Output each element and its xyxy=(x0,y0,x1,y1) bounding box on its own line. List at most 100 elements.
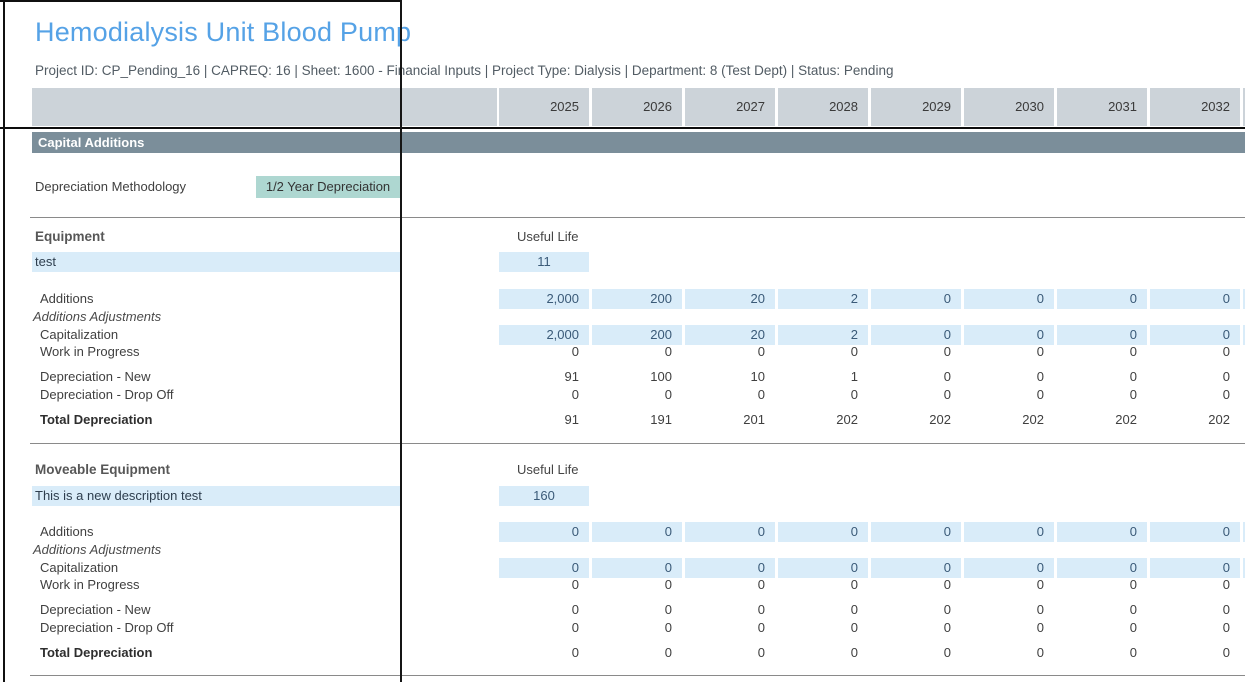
depreciation-new-value-cell: 0 xyxy=(1129,369,1137,384)
depreciation-methodology-row: Depreciation Methodology 1/2 Year Deprec… xyxy=(0,176,1245,198)
capitalization-value-cell[interactable]: 0 xyxy=(685,558,775,578)
depreciation-dropoff-value-cell: 0 xyxy=(943,620,951,635)
year-column-header: 2027 xyxy=(685,88,775,126)
work-in-progress-value-cell: 0 xyxy=(571,577,579,592)
additions-row: Additions 2,000 200 20 2 0 0 0 0 xyxy=(0,289,1245,309)
depreciation-dropoff-row: Depreciation - Drop Off 0 0 0 0 0 0 0 0 xyxy=(0,619,1245,637)
additions-value-cell[interactable]: 0 xyxy=(685,522,775,542)
year-column-header: 2031 xyxy=(1057,88,1147,126)
capitalization-value-cell[interactable]: 2 xyxy=(778,325,868,345)
capitalization-row: Capitalization 2,000 200 20 2 0 0 0 0 xyxy=(0,325,1245,345)
useful-life-label: Useful Life xyxy=(517,462,579,477)
row-label-additions-adjustments: Additions Adjustments xyxy=(33,542,162,557)
capitalization-value-cell[interactable]: 2,000 xyxy=(499,325,589,345)
total-depreciation-value-cell: 0 xyxy=(757,645,765,660)
additions-value-cell[interactable]: 0 xyxy=(592,522,682,542)
total-depreciation-value-cell: 91 xyxy=(564,412,579,427)
total-depreciation-value-cell: 0 xyxy=(664,645,672,660)
additions-value-cell[interactable]: 2,000 xyxy=(499,289,589,309)
depreciation-dropoff-value-cell: 0 xyxy=(850,387,858,402)
year-column-header: 2030 xyxy=(964,88,1054,126)
capitalization-values: 2,000 200 20 2 0 0 0 0 xyxy=(499,325,1245,345)
capitalization-value-cell[interactable]: 0 xyxy=(499,558,589,578)
year-column-header: 2029 xyxy=(871,88,961,126)
depreciation-new-row: Depreciation - New 0 0 0 0 0 0 0 0 xyxy=(0,601,1245,619)
additions-value-cell[interactable]: 2 xyxy=(778,289,868,309)
capitalization-value-cell[interactable]: 0 xyxy=(1057,325,1147,345)
total-depreciation-value-cell: 0 xyxy=(850,645,858,660)
depreciation-methodology-select[interactable]: 1/2 Year Depreciation xyxy=(256,176,400,198)
asset-description-cell[interactable]: test xyxy=(32,252,400,272)
work-in-progress-value-cell: 0 xyxy=(571,344,579,359)
additions-value-cell[interactable]: 0 xyxy=(964,289,1054,309)
depreciation-new-values: 91 100 10 1 0 0 0 0 xyxy=(499,368,1240,386)
additions-value-cell[interactable]: 0 xyxy=(778,522,868,542)
useful-life-cell[interactable]: 11 xyxy=(499,252,589,272)
total-depreciation-value-cell: 202 xyxy=(836,412,858,427)
header-separator-line xyxy=(0,127,1245,129)
additions-adjustments-row: Additions Adjustments xyxy=(0,308,1245,326)
section-heading: Equipment xyxy=(35,229,105,244)
additions-value-cell[interactable]: 0 xyxy=(1150,289,1240,309)
depreciation-dropoff-value-cell: 0 xyxy=(571,387,579,402)
additions-value-cell[interactable]: 200 xyxy=(592,289,682,309)
useful-life-cell[interactable]: 160 xyxy=(499,486,589,506)
frozen-pane-divider[interactable] xyxy=(400,0,402,682)
additions-value-cell xyxy=(1243,522,1245,542)
capitalization-value-cell[interactable]: 200 xyxy=(592,325,682,345)
additions-value-cell[interactable]: 20 xyxy=(685,289,775,309)
work-in-progress-value-cell: 0 xyxy=(1036,577,1044,592)
depreciation-dropoff-value-cell: 0 xyxy=(1222,620,1230,635)
year-column-header: 2032 xyxy=(1150,88,1240,126)
asset-description-row: This is a new description test 160 xyxy=(0,486,1245,506)
total-depreciation-value-cell: 202 xyxy=(1208,412,1230,427)
left-border xyxy=(3,0,5,682)
capitalization-value-cell[interactable]: 0 xyxy=(778,558,868,578)
work-in-progress-value-cell: 0 xyxy=(1129,344,1137,359)
capitalization-value-cell[interactable]: 0 xyxy=(1150,325,1240,345)
capitalization-value-cell[interactable]: 0 xyxy=(964,558,1054,578)
total-depreciation-value-cell: 0 xyxy=(943,645,951,660)
total-depreciation-value-cell: 201 xyxy=(743,412,765,427)
row-label-depreciation-dropoff: Depreciation - Drop Off xyxy=(40,387,174,402)
additions-value-cell[interactable]: 0 xyxy=(1150,522,1240,542)
depreciation-new-value-cell: 1 xyxy=(850,369,858,384)
additions-value-cell[interactable]: 0 xyxy=(964,522,1054,542)
work-in-progress-value-cell: 0 xyxy=(664,577,672,592)
additions-value-cell[interactable]: 0 xyxy=(871,522,961,542)
work-in-progress-value-cell: 0 xyxy=(1222,577,1230,592)
additions-value-cell[interactable]: 0 xyxy=(871,289,961,309)
depreciation-new-value-cell: 0 xyxy=(850,602,858,617)
capitalization-value-cell[interactable]: 20 xyxy=(685,325,775,345)
depreciation-new-value-cell: 100 xyxy=(650,369,672,384)
asset-description-cell[interactable]: This is a new description test xyxy=(32,486,400,506)
capitalization-value-cell[interactable]: 0 xyxy=(1057,558,1147,578)
depreciation-dropoff-value-cell: 0 xyxy=(1222,387,1230,402)
total-depreciation-value-cell: 202 xyxy=(929,412,951,427)
total-depreciation-value-cell: 0 xyxy=(1036,645,1044,660)
work-in-progress-values: 0 0 0 0 0 0 0 0 xyxy=(499,343,1240,361)
additions-adjustments-row: Additions Adjustments xyxy=(0,541,1245,559)
capitalization-value-cell[interactable]: 0 xyxy=(964,325,1054,345)
capitalization-value-cell[interactable]: 0 xyxy=(592,558,682,578)
section-divider xyxy=(30,217,1245,218)
capitalization-value-cell[interactable]: 0 xyxy=(1150,558,1240,578)
total-depreciation-values: 0 0 0 0 0 0 0 0 xyxy=(499,644,1240,662)
depreciation-dropoff-value-cell: 0 xyxy=(757,387,765,402)
capitalization-value-cell[interactable]: 0 xyxy=(871,558,961,578)
row-label-depreciation-new: Depreciation - New xyxy=(40,602,151,617)
additions-value-cell[interactable]: 0 xyxy=(499,522,589,542)
capitalization-value-cell xyxy=(1243,558,1245,578)
total-depreciation-value-cell: 191 xyxy=(650,412,672,427)
additions-value-cell[interactable]: 0 xyxy=(1057,522,1147,542)
row-label-additions: Additions xyxy=(40,291,94,306)
work-in-progress-value-cell: 0 xyxy=(943,344,951,359)
capitalization-value-cell[interactable]: 0 xyxy=(871,325,961,345)
depreciation-dropoff-value-cell: 0 xyxy=(664,387,672,402)
section-heading: Moveable Equipment xyxy=(35,462,171,477)
additions-value-cell[interactable]: 0 xyxy=(1057,289,1147,309)
